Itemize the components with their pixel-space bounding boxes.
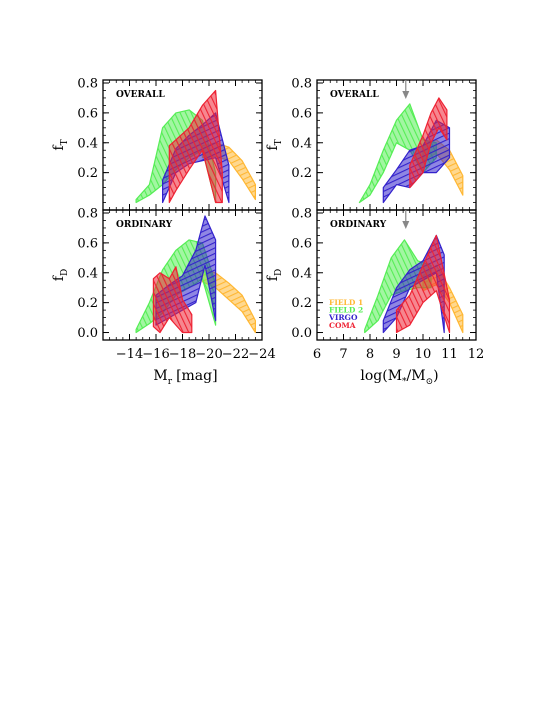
y-tick-label: 0.8: [291, 76, 312, 91]
legend-entry: VIRGO: [328, 313, 358, 322]
x-axis-label-sub2: ⊙: [426, 377, 434, 387]
y-tick-label: 0.2: [77, 296, 98, 311]
panel-label: OVERALL: [116, 90, 165, 100]
x-axis-label-sub: *: [402, 377, 407, 387]
x-tick-label: 8: [366, 347, 374, 362]
y-axis-label-sub: T: [274, 139, 284, 145]
x-tick-label: 10: [415, 347, 432, 362]
y-tick-label: 0.6: [291, 236, 312, 251]
y-tick-label: 0.8: [291, 206, 312, 221]
x-axis-label: log(M*/M⊙): [360, 368, 438, 387]
series-group: [364, 234, 464, 334]
y-tick-label: 0.6: [291, 106, 312, 121]
x-axis-label-tail: [mag]: [176, 368, 218, 384]
x-tick-label: −14: [116, 347, 143, 362]
legend-entry: FIELD 2: [329, 306, 363, 315]
y-axis-label: fD: [51, 269, 70, 281]
y-tick-label: 0.4: [77, 266, 98, 281]
panel-label: ORDINARY: [116, 220, 173, 230]
y-tick-label: 0.6: [77, 236, 98, 251]
panel-label: OVERALL: [330, 90, 379, 100]
series-band-3: [409, 97, 448, 189]
x-tick-label: 9: [392, 347, 400, 362]
y-tick-label: 0.0: [77, 326, 98, 341]
legend-entry: COMA: [329, 321, 356, 330]
series-group: [135, 89, 256, 204]
y-axis-label-sub: T: [60, 139, 70, 145]
x-tick-label: −24: [248, 347, 275, 362]
chart-panel-right-top: 0.2 0.4 0.6 0.8 OVERALL fT: [265, 76, 477, 211]
series-group: [135, 215, 256, 334]
x-tick-label: 12: [468, 347, 485, 362]
series-group: [358, 97, 464, 204]
x-tick-label: 6: [313, 347, 321, 362]
x-axis-label-mid: /M: [407, 368, 426, 384]
y-tick-label: 0.6: [77, 106, 98, 121]
series-band-3: [152, 266, 193, 334]
y-tick-label: 0.2: [77, 166, 98, 181]
legend-entry: FIELD 1: [329, 298, 363, 307]
x-tick-label: −20: [195, 347, 222, 362]
chart-panel-left-top: 0.2 0.4 0.6 0.8 OVERALL fT: [51, 76, 263, 211]
y-tick-label: 0.0: [291, 326, 312, 341]
y-tick-label: 0.4: [291, 266, 312, 281]
y-tick-label: 0.4: [77, 136, 98, 151]
y-tick-label: 0.2: [291, 296, 312, 311]
y-axis-label: fT: [265, 139, 284, 150]
y-tick-label: 0.4: [291, 136, 312, 151]
chart-panel-left-bottom: 0.0 0.2 0.4 0.6 0.8 −14 −16 −18 −20 −22 −24 ORDINAR…: [51, 206, 276, 387]
x-axis-label-tail: ): [433, 368, 438, 384]
x-tick-label: −18: [169, 347, 196, 362]
y-tick-label: 0.8: [77, 206, 98, 221]
x-tick-label: 7: [339, 347, 347, 362]
y-tick-label: 0.8: [77, 76, 98, 91]
arrow-head: [402, 221, 410, 229]
x-axis-label-sub: r: [168, 377, 173, 387]
series-band-3: [395, 234, 451, 334]
y-axis-label: fT: [51, 139, 70, 150]
series-band-3: [168, 89, 223, 204]
y-tick-label: 0.2: [291, 166, 312, 181]
y-axis-label-sub: D: [274, 269, 284, 276]
chart-panel-right-bottom: 0.0 0.2 0.4 0.6 0.8 6 7 8 9 10 11 12 ORDINARY fD log(M…: [265, 206, 484, 387]
x-axis-label: Mr [mag]: [153, 368, 217, 387]
x-tick-label: −22: [222, 347, 249, 362]
arrow-head: [402, 91, 410, 99]
x-tick-label: 11: [441, 347, 458, 362]
x-axis-label-main: log(M: [360, 368, 402, 384]
panel-label: ORDINARY: [330, 220, 387, 230]
x-axis-label-main: M: [153, 368, 167, 384]
y-axis-label-sub: D: [60, 269, 70, 276]
y-axis-label: fD: [265, 269, 284, 281]
x-tick-label: −16: [142, 347, 169, 362]
